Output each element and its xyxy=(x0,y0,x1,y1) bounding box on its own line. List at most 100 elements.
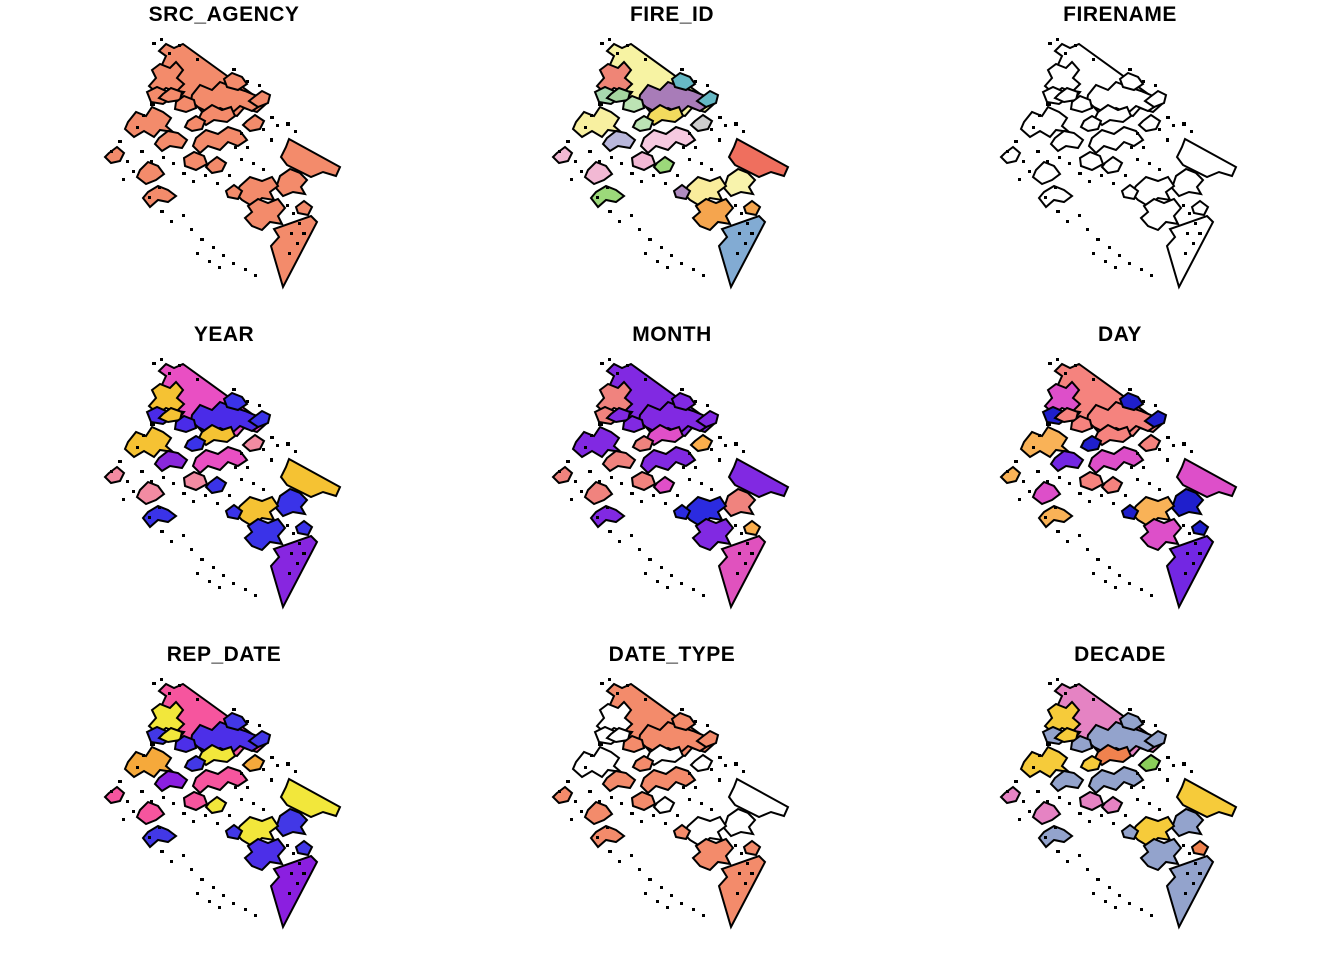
panel-date_type: DATE_TYPE xyxy=(448,640,896,960)
region-mid-small-a xyxy=(204,795,228,815)
region-south-triangle xyxy=(269,854,319,930)
panel-title: DECADE xyxy=(1074,643,1166,666)
region-northeast-strip xyxy=(279,457,342,499)
region-southwest-blob-b xyxy=(141,504,178,529)
region-left-star-blob xyxy=(1019,105,1073,139)
region-central-small-a xyxy=(183,114,207,133)
region-central-west-blob xyxy=(153,769,189,793)
region-mid-small-a xyxy=(652,475,676,495)
region-central-mid-blob xyxy=(191,445,249,475)
region-left-star-blob xyxy=(123,425,177,459)
region-southwest-blob-a xyxy=(583,480,614,506)
fire-perimeter-map xyxy=(103,358,342,610)
region-upper-mid-small xyxy=(222,71,249,92)
panel-title: SRC_AGENCY xyxy=(148,3,300,26)
region-southeast-upper-blob xyxy=(233,815,280,848)
region-central-west-blob xyxy=(1049,769,1085,793)
region-far-west-small xyxy=(999,465,1022,485)
region-mid-small-a xyxy=(652,155,676,175)
region-southwest-blob-b xyxy=(141,824,178,849)
region-southwest-blob-a xyxy=(1031,800,1062,826)
region-southeast-lower-blob xyxy=(243,517,287,552)
panel-title: FIRE_ID xyxy=(629,3,714,26)
region-central-small-a xyxy=(631,434,655,453)
panel-firename: FIRENAME xyxy=(896,0,1344,320)
region-south-triangle xyxy=(269,534,319,610)
region-upper-left-blob-a xyxy=(1043,380,1082,416)
region-central-west-blob xyxy=(601,449,637,473)
region-central-east-small xyxy=(1137,753,1162,773)
region-central-right-small xyxy=(695,729,720,749)
region-central-east-small xyxy=(689,433,714,453)
region-east-mid-blob xyxy=(1170,167,1205,198)
region-central-small-a xyxy=(631,754,655,773)
region-upper-mid-small xyxy=(670,71,697,92)
region-central-south-blob xyxy=(1078,470,1105,492)
region-southeast-upper-blob xyxy=(233,495,280,528)
region-central-mid-blob xyxy=(1087,765,1145,795)
region-mid-small-b xyxy=(672,823,692,841)
region-central-right-small xyxy=(1143,409,1168,429)
region-central-south-blob xyxy=(1078,790,1105,812)
region-southwest-blob-a xyxy=(1031,160,1062,186)
region-left-star-blob xyxy=(1019,745,1073,779)
region-upper-left-blob-a xyxy=(147,700,186,736)
region-left-star-blob xyxy=(1019,425,1073,459)
region-upper-left-blob-a xyxy=(595,60,634,96)
panel-title: REP_DATE xyxy=(166,643,282,666)
region-south-triangle xyxy=(717,214,767,290)
region-southwest-blob-b xyxy=(1037,824,1074,849)
region-southeast-lower-blob xyxy=(1139,197,1183,232)
region-central-left-upper xyxy=(621,734,646,754)
small-fire-specks xyxy=(558,358,754,597)
region-central-mid-blob xyxy=(639,445,697,475)
region-central-south-blob xyxy=(630,470,657,492)
region-southeast-upper-blob xyxy=(681,175,728,208)
fire-perimeter-map xyxy=(551,678,790,930)
region-central-right-small xyxy=(247,409,272,429)
region-central-right-small xyxy=(247,89,272,109)
region-central-left-upper xyxy=(1069,94,1094,114)
region-central-small-a xyxy=(1079,434,1103,453)
region-central-south-blob xyxy=(182,150,209,172)
region-triangle-north-blob xyxy=(294,199,314,217)
fire-perimeter-map xyxy=(551,38,790,290)
fire-perimeter-map xyxy=(103,678,342,930)
region-east-mid-blob xyxy=(1170,487,1205,518)
region-south-triangle xyxy=(1165,214,1215,290)
region-central-east-small xyxy=(1137,113,1162,133)
region-southeast-upper-blob xyxy=(681,495,728,528)
region-southeast-upper-blob xyxy=(1129,495,1176,528)
region-central-left-upper xyxy=(1069,734,1094,754)
region-left-star-blob xyxy=(571,745,625,779)
region-central-mid-blob xyxy=(639,765,697,795)
region-northeast-strip xyxy=(1175,137,1238,179)
region-southwest-blob-b xyxy=(1037,184,1074,209)
region-central-small-a xyxy=(1079,754,1103,773)
small-fire-specks xyxy=(1006,38,1202,277)
region-southeast-lower-blob xyxy=(243,197,287,232)
region-southwest-blob-a xyxy=(135,160,166,186)
region-central-east-small xyxy=(241,753,266,773)
region-central-left-upper xyxy=(173,734,198,754)
region-east-mid-blob xyxy=(722,167,757,198)
region-upper-left-blob-a xyxy=(147,380,186,416)
region-southeast-upper-blob xyxy=(1129,175,1176,208)
region-central-small-a xyxy=(183,754,207,773)
region-central-east-small xyxy=(689,753,714,773)
panel-title: MONTH xyxy=(632,323,712,346)
region-northeast-strip xyxy=(279,777,342,819)
region-upper-left-blob-a xyxy=(1043,700,1082,736)
region-southwest-blob-b xyxy=(589,824,626,849)
region-upper-mid-small xyxy=(222,711,249,732)
region-mid-small-b xyxy=(224,183,244,201)
region-left-star-blob xyxy=(571,425,625,459)
region-central-mid-blob xyxy=(191,765,249,795)
region-south-triangle xyxy=(717,854,767,930)
region-central-east-small xyxy=(241,113,266,133)
region-southwest-blob-b xyxy=(589,184,626,209)
region-southeast-upper-blob xyxy=(233,175,280,208)
region-upper-left-blob-a xyxy=(1043,60,1082,96)
region-far-west-small xyxy=(999,785,1022,805)
panel-month: MONTH xyxy=(448,320,896,640)
